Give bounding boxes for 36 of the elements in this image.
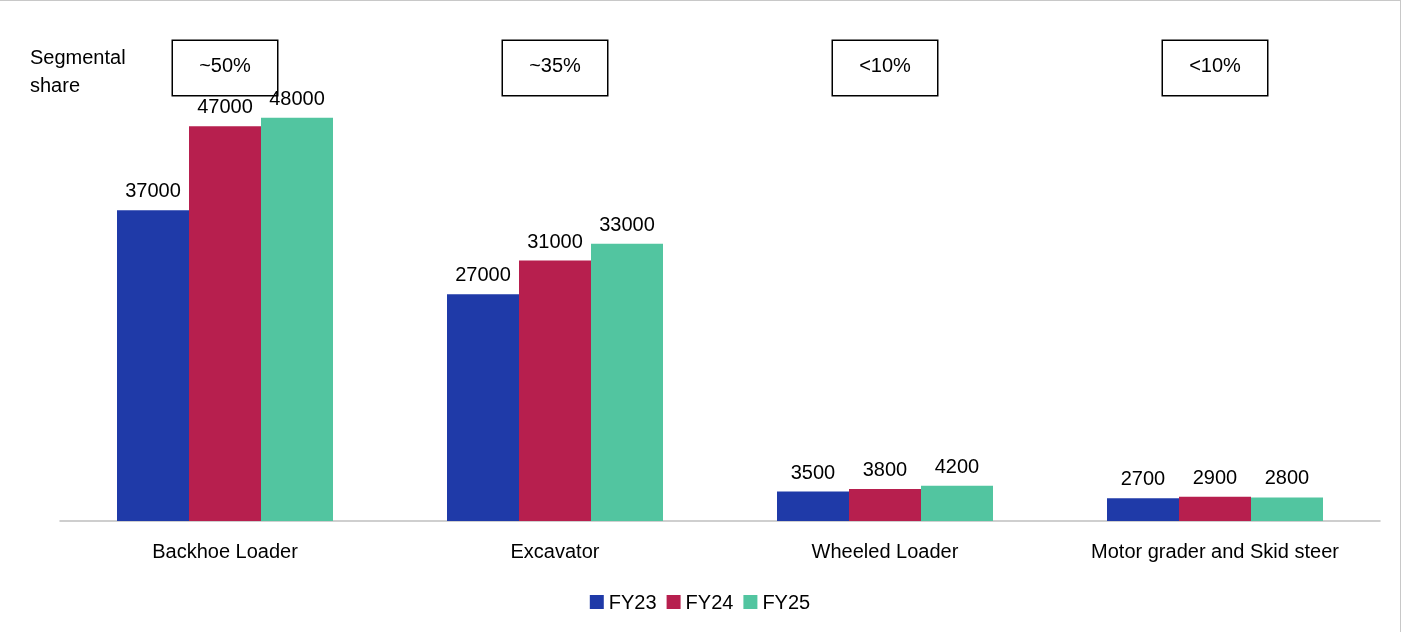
legend-label: FY25 xyxy=(762,591,811,613)
bar xyxy=(447,294,519,521)
text: <10% xyxy=(859,54,912,76)
x-tick-label: Wheeled Loader xyxy=(811,540,959,562)
bar xyxy=(1251,497,1323,521)
bar xyxy=(849,489,921,521)
bar xyxy=(117,210,189,521)
bar xyxy=(189,126,261,521)
bar xyxy=(1107,498,1179,521)
data-label: 3800 xyxy=(862,458,908,481)
bar xyxy=(591,243,663,521)
text: <10% xyxy=(1189,54,1242,76)
legend-label: FY24 xyxy=(685,591,734,613)
text: ~35% xyxy=(529,54,582,76)
x-tick-label: Motor grader and Skid steer xyxy=(1091,540,1340,562)
bar xyxy=(1179,496,1251,521)
bar xyxy=(519,260,591,521)
legend-label: FY23 xyxy=(608,591,657,613)
bar xyxy=(921,485,993,521)
data-label: 47000 xyxy=(197,95,253,118)
data-label: 33000 xyxy=(599,212,655,235)
x-tick-label: Backhoe Loader xyxy=(152,540,299,562)
data-label: 4200 xyxy=(934,454,980,477)
data-label: 2700 xyxy=(1120,467,1166,490)
bar xyxy=(261,117,333,521)
data-label: 31000 xyxy=(527,229,583,252)
data-label: 2900 xyxy=(1192,465,1238,488)
text: ~50% xyxy=(199,54,252,76)
x-tick-label: Excavator xyxy=(510,540,600,562)
text: Segmental share xyxy=(30,46,132,96)
data-label: 27000 xyxy=(455,263,511,286)
data-label: 48000 xyxy=(269,86,325,109)
data-label: 37000 xyxy=(125,179,181,202)
data-label: 2800 xyxy=(1264,466,1310,489)
bar xyxy=(777,491,849,521)
data-label: 3500 xyxy=(790,460,836,483)
